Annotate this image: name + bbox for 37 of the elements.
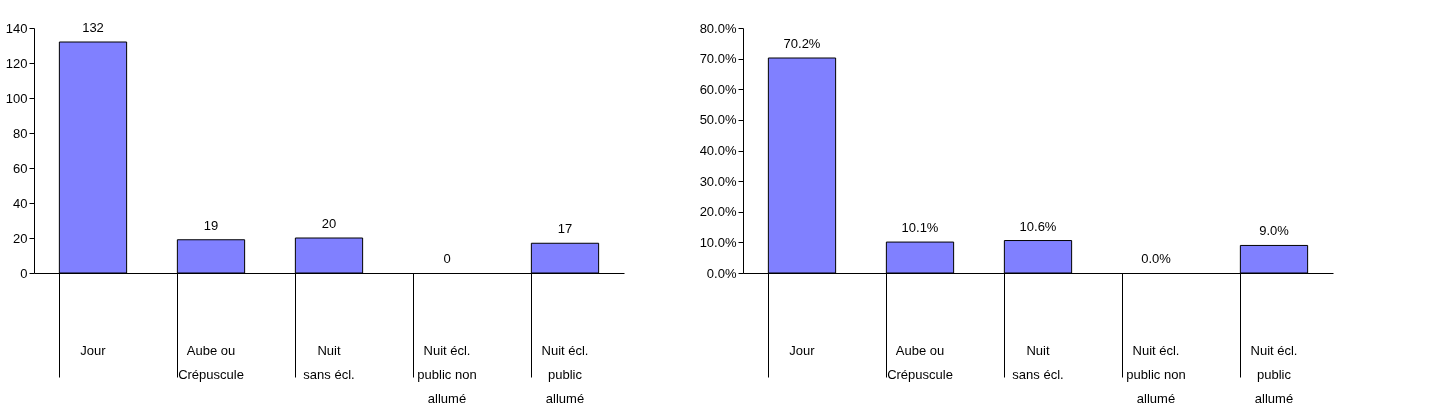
y-tick-label: 80 — [13, 125, 28, 141]
x-tick-label: Nuit écl. public non allumé — [417, 342, 477, 406]
x-tick-label: Nuit sans écl. — [303, 342, 355, 382]
data-label: 19 — [203, 217, 219, 233]
y-tick-label: 70.0% — [699, 51, 737, 67]
x-tick-label: Nuit sans écl. — [1012, 342, 1064, 382]
x-tick-label: Nuit écl. public allumé — [1250, 342, 1298, 406]
data-label: 20 — [321, 216, 337, 231]
y-tick-label: 30.0% — [699, 173, 737, 189]
y-tick-label: 120 — [5, 55, 28, 71]
y-tick-label: 0 — [20, 265, 28, 281]
y-tick-label: 20.0% — [699, 204, 737, 220]
y-tick-label: 10.0% — [699, 234, 737, 250]
data-label: 9.0% — [1259, 223, 1290, 239]
y-tick-label: 50.0% — [699, 112, 737, 128]
data-label: 10.1% — [901, 220, 939, 236]
y-tick-label: 80.0% — [699, 20, 737, 36]
x-tick-label: Jour — [789, 342, 816, 358]
y-tick-label: 20 — [13, 230, 28, 246]
data-label: 70.2% — [783, 36, 821, 52]
x-tick-label: Nuit écl. public allumé — [541, 342, 589, 406]
y-tick-label: 140 — [5, 20, 28, 36]
data-label: 10.6% — [1019, 218, 1057, 234]
y-tick-label: 40 — [13, 195, 28, 211]
x-tick-label: Aube ou Crépuscule — [178, 342, 244, 382]
data-label: 17 — [557, 221, 573, 237]
x-tick-label: Jour — [80, 342, 107, 358]
y-tick-label: 60.0% — [699, 81, 737, 97]
data-label: 132 — [82, 20, 104, 35]
y-tick-label: 0.0% — [706, 265, 737, 281]
y-tick-label: 60 — [13, 160, 28, 176]
x-tick-label: Aube ou Crépuscule — [887, 342, 953, 382]
y-tick-label: 100 — [5, 90, 28, 106]
data-label: 0.0% — [1141, 251, 1172, 266]
y-tick-label: 40.0% — [699, 143, 737, 158]
x-tick-label: Nuit écl. public non allumé — [1126, 342, 1186, 406]
data-label: 0 — [443, 251, 451, 266]
